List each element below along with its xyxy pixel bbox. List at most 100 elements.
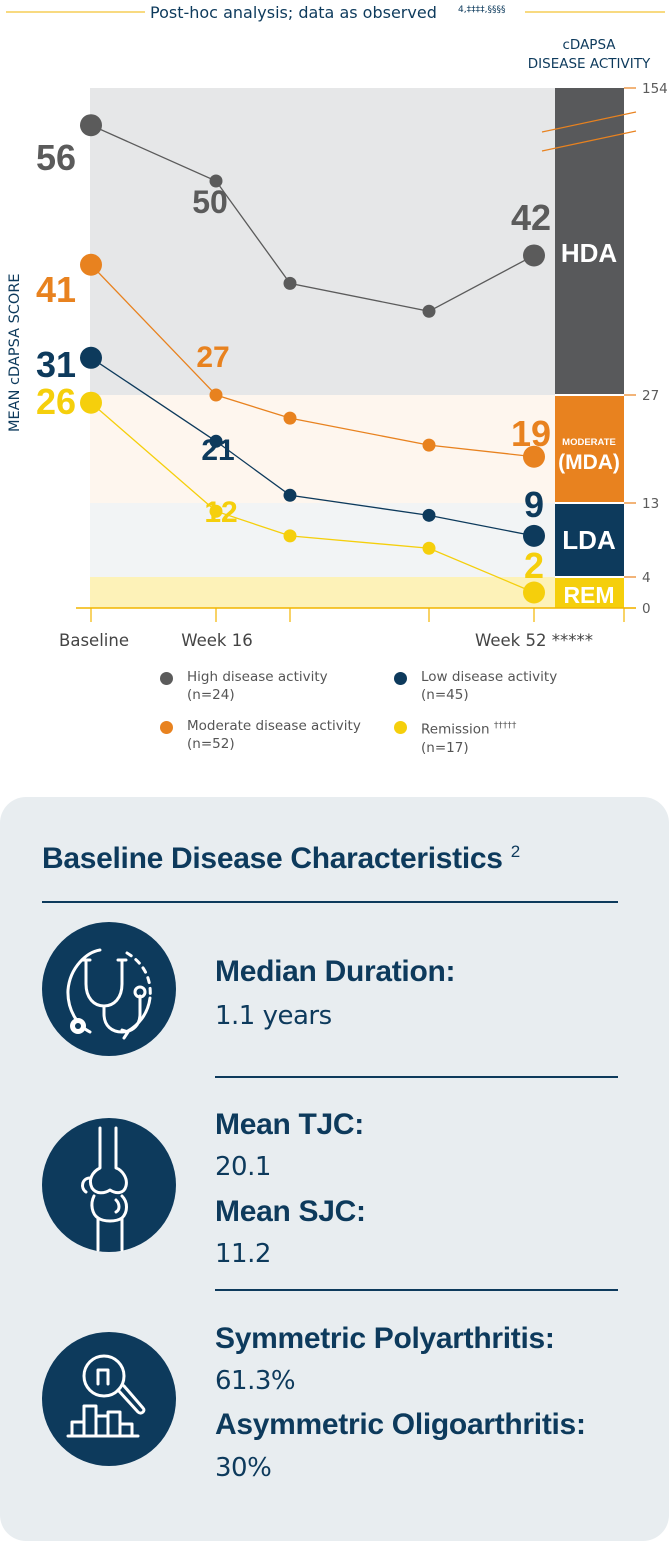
section-divider-1 <box>215 1076 618 1078</box>
legend-dot-moderate <box>160 721 173 734</box>
scale-label-hda: HDA <box>561 238 618 268</box>
stat-value-symmetric-polyarthritis: 61.3% <box>215 1366 296 1396</box>
stethoscope-icon <box>42 922 176 1056</box>
point-moderate-4 <box>523 445 545 468</box>
point-remission-1 <box>209 504 223 518</box>
title-divider <box>42 901 618 903</box>
point-high-0 <box>80 114 102 137</box>
scale-label-mda-small: MODERATE <box>562 437 616 448</box>
scale-bar-mda <box>555 395 624 503</box>
point-low-2 <box>283 488 297 502</box>
point-low-4 <box>523 524 545 547</box>
scale-label-mda: (MDA) <box>558 451 620 474</box>
legend-dot-remission <box>394 721 407 734</box>
stat-label-mean-tjc: Mean TJC: <box>215 1108 364 1141</box>
point-remission-0 <box>80 391 102 414</box>
x-tick-label-1: Week 16 <box>181 631 252 650</box>
magnifier-chart-icon <box>42 1332 176 1466</box>
band-bg-mda <box>90 395 555 503</box>
point-remission-4 <box>523 581 545 604</box>
legend-n-remission: (n=17) <box>421 739 469 756</box>
point-low-3 <box>422 508 436 522</box>
scale-label-rem: REM <box>563 582 614 608</box>
point-label-moderate-1: 27 <box>196 341 229 374</box>
stat-label-mean-sjc: Mean SJC: <box>215 1195 366 1228</box>
band-bg-rem <box>90 577 555 608</box>
legend-n-moderate: (n=52) <box>187 736 235 752</box>
legend-dot-high <box>160 672 173 685</box>
stat-value-median-duration: 1.1 years <box>215 1001 332 1031</box>
legend-label-high: High disease activity <box>187 669 328 685</box>
point-low-1 <box>209 434 223 448</box>
point-label-low-0: 31 <box>36 344 76 385</box>
band-bg-hda <box>90 88 555 395</box>
legend-n-high: (n=24) <box>187 687 235 703</box>
legend-item-high: High disease activity (n=24) <box>160 668 328 704</box>
stat-value-mean-tjc: 20.1 <box>215 1152 271 1182</box>
point-label-moderate-0: 41 <box>36 269 76 310</box>
point-label-remission-0: 26 <box>36 381 76 422</box>
point-label-low-1: 21 <box>201 434 234 467</box>
scale-label-lda: LDA <box>562 525 616 555</box>
stat-label-median-duration: Median Duration: <box>215 955 456 988</box>
scale-bar-rem <box>555 577 624 608</box>
header-note-refs: 4,‡‡‡‡,§§§§ <box>458 5 506 15</box>
scale-tick-label-27: 27 <box>642 388 659 404</box>
point-moderate-2 <box>283 411 297 425</box>
point-label-moderate-4: 19 <box>511 413 551 454</box>
stat-label-symmetric-polyarthritis: Symmetric Polyarthritis: <box>215 1322 555 1355</box>
legend-n-low: (n=45) <box>421 687 469 703</box>
point-label-high-0: 56 <box>36 137 76 178</box>
stat-value-asymmetric-oligoarthritis: 30% <box>215 1453 272 1483</box>
legend-label-low: Low disease activity <box>421 669 558 685</box>
legend-item-remission: Remission ††††† (n=17) <box>394 717 516 757</box>
scale-gap-2 <box>555 576 624 578</box>
point-remission-3 <box>422 541 436 555</box>
point-label-remission-4: 2 <box>524 545 544 586</box>
scale-tick-label-0: 0 <box>642 601 651 617</box>
legend-item-low: Low disease activity (n=45) <box>394 668 557 704</box>
card-title-ref: 2 <box>510 842 520 861</box>
x-tick-label-0: Baseline <box>59 631 129 650</box>
scale-bar-hda <box>555 88 624 395</box>
stat-label-asymmetric-oligoarthritis: Asymmetric Oligoarthritis: <box>215 1408 586 1441</box>
point-label-high-1: 50 <box>192 184 228 220</box>
scale-tick-label-4: 4 <box>642 570 651 586</box>
scale-gap-1 <box>555 502 624 504</box>
point-label-low-4: 9 <box>524 484 544 525</box>
scale-title-line1: cDAPSA <box>562 37 616 53</box>
axis-break-upper <box>541 111 637 133</box>
legend-ref-remission: ††††† <box>493 721 517 731</box>
point-moderate-0 <box>80 253 102 276</box>
legend-label-moderate: Moderate disease activity <box>187 718 361 734</box>
card-title: Baseline Disease Characteristics 2 <box>42 842 520 876</box>
legend-label-remission: Remission <box>421 721 490 738</box>
cdapsa-chart: Post-hoc analysis; data as observed 4,‡‡‡… <box>6 3 668 768</box>
chart-legend: High disease activity (n=24) Low disease… <box>160 668 640 768</box>
y-axis-label: MEAN cDAPSA SCORE <box>7 273 23 432</box>
point-label-remission-1: 12 <box>204 496 237 529</box>
point-high-3 <box>422 304 436 318</box>
band-bg-lda <box>90 503 555 577</box>
scale-bar-lda <box>555 503 624 577</box>
scale-title-line2: DISEASE ACTIVITY <box>528 56 651 72</box>
section-divider-2 <box>215 1289 618 1291</box>
header-note: Post-hoc analysis; data as observed <box>150 3 437 22</box>
knee-joint-icon <box>42 1118 176 1252</box>
point-moderate-3 <box>422 438 436 452</box>
point-high-2 <box>283 276 297 290</box>
scale-tick-label-154: 154 <box>642 81 668 97</box>
legend-dot-low <box>394 672 407 685</box>
cdapsa-line-chart-svg: Post-hoc analysis; data as observed 4,‡‡‡… <box>6 3 668 650</box>
point-moderate-1 <box>209 388 223 402</box>
point-remission-2 <box>283 529 297 543</box>
axis-break-lower <box>541 130 637 152</box>
point-label-high-4: 42 <box>511 197 551 238</box>
point-low-0 <box>80 346 102 369</box>
scale-gap-0 <box>555 394 624 396</box>
stat-value-mean-sjc: 11.2 <box>215 1239 271 1269</box>
legend-item-moderate: Moderate disease activity (n=52) <box>160 717 361 753</box>
point-high-1 <box>209 174 223 188</box>
point-high-4 <box>523 244 545 267</box>
x-tick-label-4: Week 52 ***** <box>475 631 593 650</box>
